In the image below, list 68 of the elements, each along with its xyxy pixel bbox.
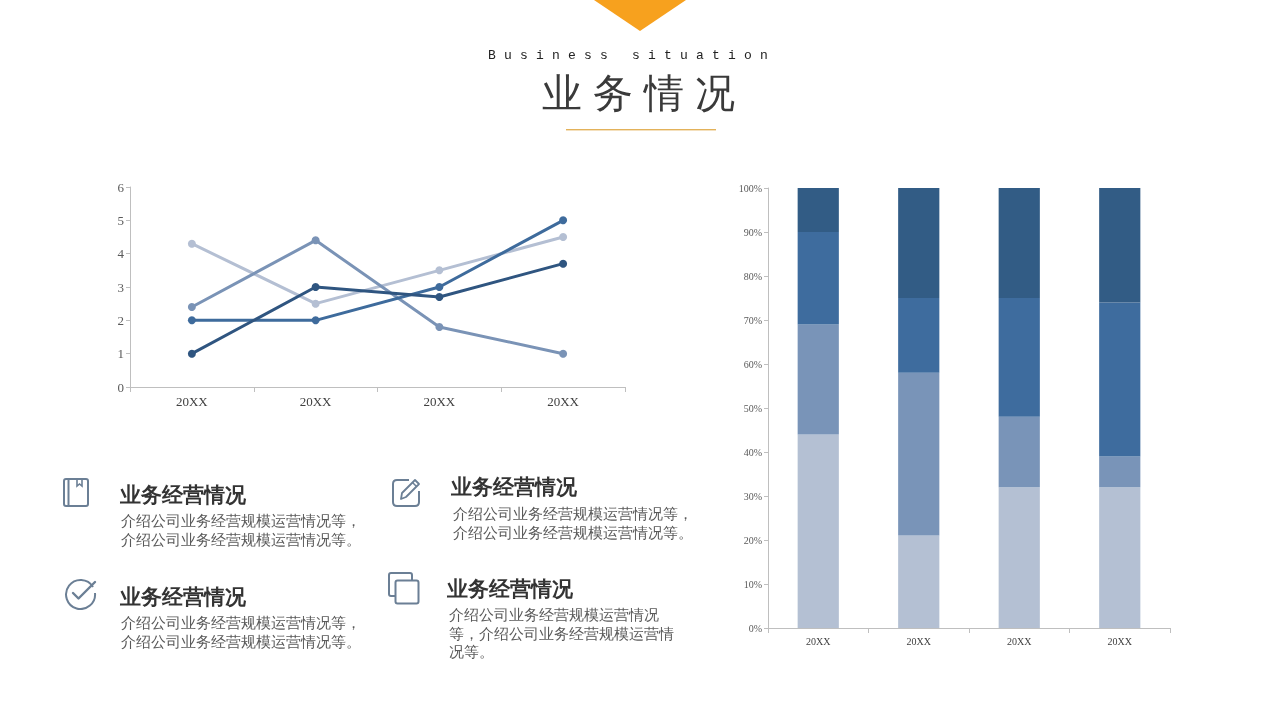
text: 介绍公司业务经营规模运营情况等，介绍公司业务经营规模运营情况等。 xyxy=(453,505,693,542)
bar xyxy=(797,324,839,435)
bar xyxy=(1099,302,1141,457)
bar xyxy=(898,372,940,536)
bar xyxy=(1099,188,1141,303)
text: 介绍公司业务经营规模运营情况等，介绍公司业务经营规模运营情况等。 xyxy=(449,606,674,662)
x-tick-label: 20XX xyxy=(175,394,209,409)
bar xyxy=(797,188,839,232)
y-tick-label: 100% xyxy=(738,182,762,194)
y-tick-label: 0% xyxy=(748,622,762,634)
x-tick-label: 20XX xyxy=(547,394,580,409)
point xyxy=(187,303,196,311)
text: 业务情况 xyxy=(540,69,747,118)
y-tick-label: 40% xyxy=(743,446,762,458)
x-tick-label: 20XX xyxy=(299,394,333,409)
text: 业务经营情况 xyxy=(120,482,246,508)
y-tick-label: 30% xyxy=(743,490,762,502)
bar xyxy=(797,232,839,325)
point xyxy=(187,239,196,248)
point xyxy=(435,266,444,275)
point xyxy=(435,293,444,301)
bar xyxy=(1099,487,1141,628)
text: 介绍公司业务经营规模运营情况等，介绍公司业务经营规模运营情况等。 xyxy=(121,614,361,651)
bar xyxy=(1099,456,1141,488)
x-tick-label: 20XX xyxy=(906,635,932,647)
y-tick-label: 1 xyxy=(117,346,124,362)
y-tick-label: 60% xyxy=(743,358,762,370)
y-tick-label: 5 xyxy=(117,212,124,228)
x-tick-label: 20XX xyxy=(423,394,456,409)
point xyxy=(187,316,196,325)
y-tick-label: 0 xyxy=(117,379,124,395)
point xyxy=(311,236,320,245)
point xyxy=(435,323,444,331)
bar xyxy=(898,188,940,298)
y-tick-label: 3 xyxy=(117,279,124,295)
x-tick-label: 20XX xyxy=(1107,635,1133,647)
x-tick-label: 20XX xyxy=(806,635,832,647)
point xyxy=(559,259,568,268)
y-tick-label: 4 xyxy=(117,246,125,262)
y-tick-label: 80% xyxy=(743,270,762,282)
bar xyxy=(998,188,1040,298)
point xyxy=(311,283,320,291)
bar xyxy=(998,298,1040,417)
text: 业务经营情况 xyxy=(120,584,246,610)
point xyxy=(559,233,568,241)
x-tick-label: 20XX xyxy=(1007,635,1033,647)
point xyxy=(559,349,568,358)
y-tick-label: 6 xyxy=(117,179,125,195)
bar xyxy=(998,416,1040,488)
y-tick-label: 50% xyxy=(743,402,762,414)
point xyxy=(311,316,320,325)
text: 业务经营情况 xyxy=(451,474,577,500)
bar xyxy=(797,434,839,628)
text: Business situation xyxy=(487,47,777,65)
y-tick-label: 70% xyxy=(743,314,762,326)
y-tick-label: 10% xyxy=(743,578,762,590)
bar xyxy=(898,298,940,373)
y-tick-label: 20% xyxy=(743,534,762,546)
text: 介绍公司业务经营规模运营情况等，介绍公司业务经营规模运营情况等。 xyxy=(121,512,361,549)
bar xyxy=(998,487,1040,628)
bar xyxy=(898,535,940,628)
text: 业务经营情况 xyxy=(447,576,573,602)
point xyxy=(187,349,196,358)
y-tick-label: 2 xyxy=(117,312,124,328)
y-tick-label: 90% xyxy=(743,226,762,238)
point xyxy=(311,299,320,308)
point xyxy=(435,283,444,291)
point xyxy=(559,216,568,225)
